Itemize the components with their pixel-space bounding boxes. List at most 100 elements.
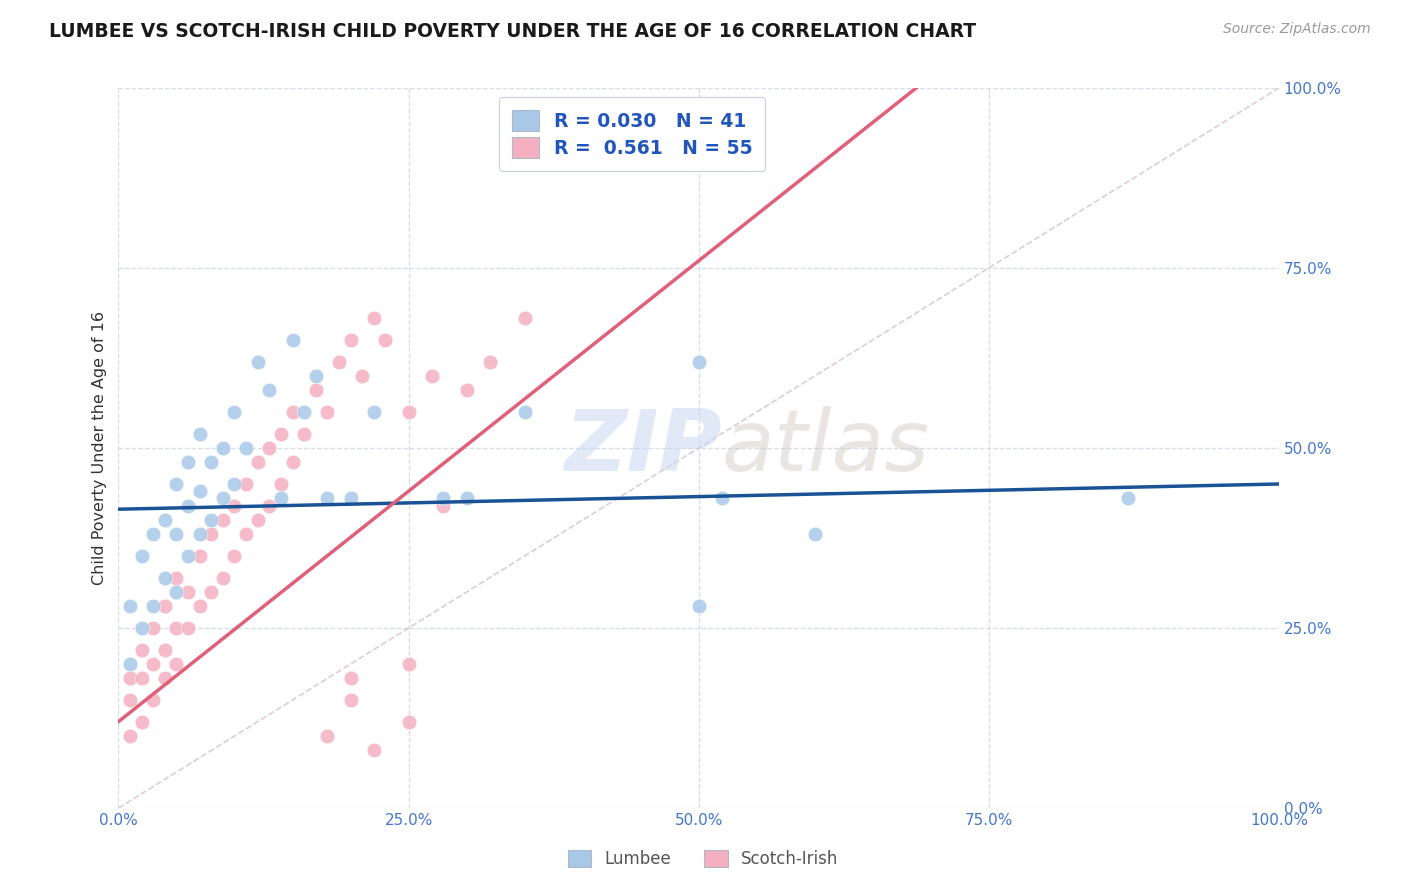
Point	[153, 599, 176, 614]
Point	[316, 491, 339, 506]
Point	[339, 333, 361, 347]
Point	[339, 693, 361, 707]
Point	[456, 384, 478, 398]
Point	[188, 549, 211, 563]
Point	[200, 455, 222, 469]
Point	[118, 729, 141, 743]
Point	[166, 657, 188, 671]
Point	[478, 354, 501, 368]
Point	[235, 527, 257, 541]
Point	[166, 621, 188, 635]
Point	[177, 455, 200, 469]
Point	[270, 491, 292, 506]
Point	[142, 657, 165, 671]
Point	[339, 672, 361, 686]
Point	[200, 527, 222, 541]
Point	[166, 571, 188, 585]
Point	[131, 672, 153, 686]
Point	[188, 426, 211, 441]
Point	[224, 477, 246, 491]
Point	[305, 384, 328, 398]
Point	[316, 729, 339, 743]
Point	[212, 491, 235, 506]
Point	[688, 354, 710, 368]
Point	[513, 311, 536, 326]
Point	[281, 405, 304, 419]
Point	[292, 405, 315, 419]
Point	[131, 621, 153, 635]
Point	[224, 549, 246, 563]
Point	[118, 657, 141, 671]
Point	[166, 477, 188, 491]
Point	[398, 714, 420, 729]
Point	[259, 499, 281, 513]
Point	[363, 311, 385, 326]
Point	[432, 499, 454, 513]
Point	[131, 714, 153, 729]
Point	[246, 513, 269, 527]
Point	[281, 455, 304, 469]
Point	[131, 642, 153, 657]
Point	[188, 599, 211, 614]
Point	[420, 368, 443, 383]
Point	[246, 354, 269, 368]
Text: Source: ZipAtlas.com: Source: ZipAtlas.com	[1223, 22, 1371, 37]
Point	[710, 491, 733, 506]
Point	[292, 426, 315, 441]
Point	[235, 441, 257, 455]
Point	[200, 513, 222, 527]
Point	[352, 368, 374, 383]
Point	[153, 642, 176, 657]
Point	[131, 549, 153, 563]
Point	[188, 484, 211, 499]
Point	[363, 743, 385, 757]
Point	[153, 513, 176, 527]
Point	[316, 405, 339, 419]
Point	[153, 672, 176, 686]
Point	[142, 599, 165, 614]
Point	[142, 527, 165, 541]
Point	[374, 333, 396, 347]
Point	[153, 571, 176, 585]
Point	[166, 527, 188, 541]
Point	[212, 513, 235, 527]
Point	[456, 491, 478, 506]
Point	[398, 657, 420, 671]
Point	[118, 693, 141, 707]
Text: LUMBEE VS SCOTCH-IRISH CHILD POVERTY UNDER THE AGE OF 16 CORRELATION CHART: LUMBEE VS SCOTCH-IRISH CHILD POVERTY UND…	[49, 22, 976, 41]
Point	[177, 585, 200, 599]
Point	[188, 527, 211, 541]
Point	[177, 549, 200, 563]
Point	[259, 384, 281, 398]
Point	[200, 585, 222, 599]
Point	[432, 491, 454, 506]
Point	[212, 571, 235, 585]
Point	[142, 621, 165, 635]
Point	[224, 499, 246, 513]
Text: ZIP: ZIP	[564, 407, 721, 490]
Point	[270, 426, 292, 441]
Point	[1116, 491, 1139, 506]
Point	[212, 441, 235, 455]
Point	[803, 527, 825, 541]
Point	[224, 405, 246, 419]
Point	[270, 477, 292, 491]
Point	[246, 455, 269, 469]
Point	[305, 368, 328, 383]
Point	[118, 599, 141, 614]
Text: atlas: atlas	[721, 407, 929, 490]
Point	[235, 477, 257, 491]
Point	[363, 405, 385, 419]
Point	[259, 441, 281, 455]
Point	[177, 499, 200, 513]
Point	[118, 672, 141, 686]
Point	[177, 621, 200, 635]
Point	[166, 585, 188, 599]
Point	[688, 599, 710, 614]
Point	[328, 354, 350, 368]
Point	[339, 491, 361, 506]
Point	[142, 693, 165, 707]
Legend: R = 0.030   N = 41, R =  0.561   N = 55: R = 0.030 N = 41, R = 0.561 N = 55	[499, 97, 765, 171]
Y-axis label: Child Poverty Under the Age of 16: Child Poverty Under the Age of 16	[93, 311, 107, 585]
Point	[398, 405, 420, 419]
